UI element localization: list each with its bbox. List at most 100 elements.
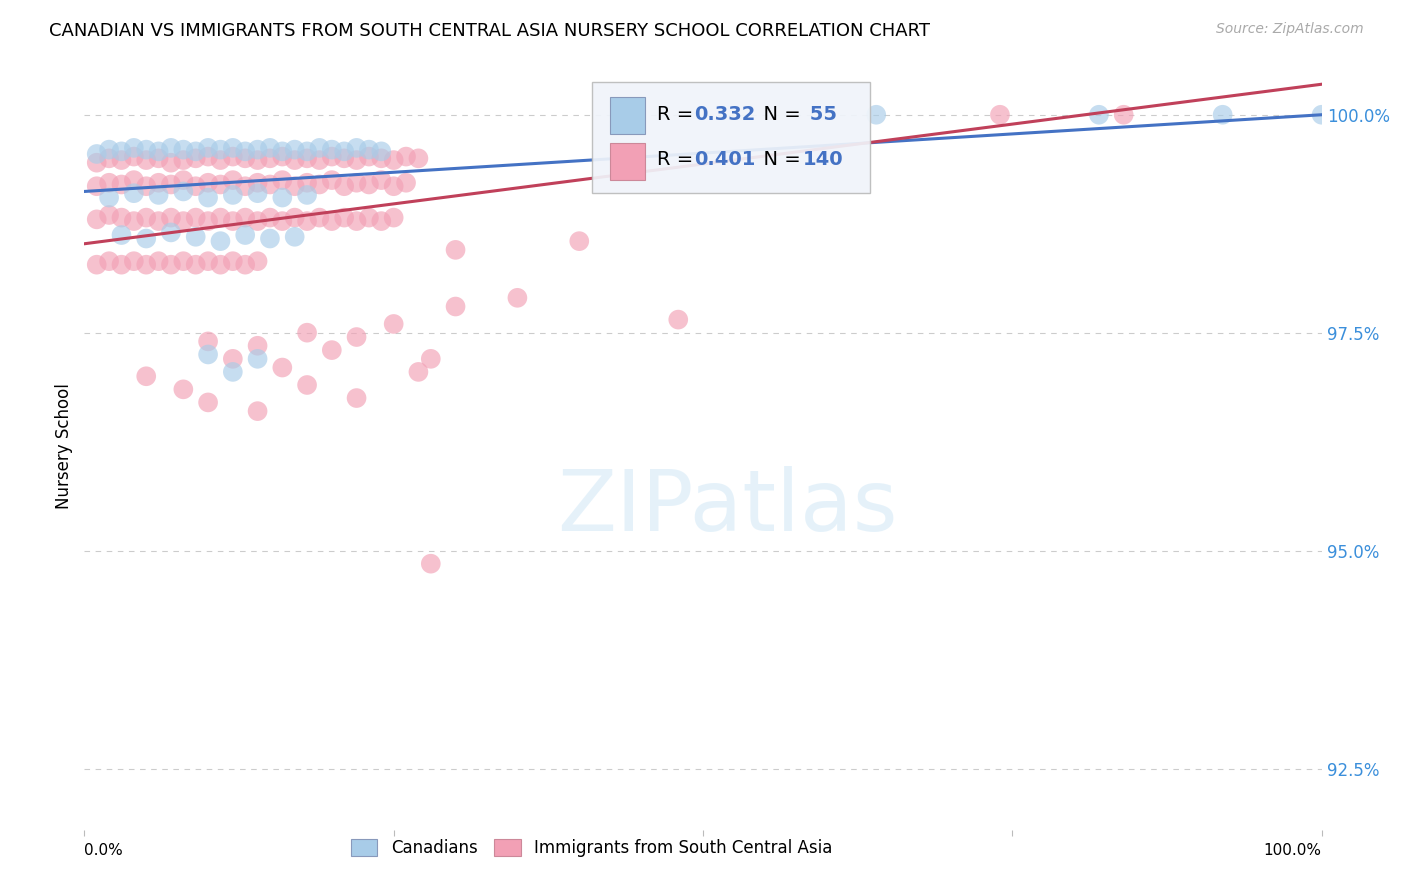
Point xyxy=(308,178,330,192)
Point xyxy=(295,145,318,159)
Point xyxy=(346,153,368,167)
Point xyxy=(246,176,269,190)
Point xyxy=(222,188,245,202)
Point xyxy=(209,143,232,157)
Point xyxy=(197,334,219,349)
Point xyxy=(284,143,307,157)
Point xyxy=(246,186,269,201)
Point xyxy=(184,229,207,244)
Point xyxy=(197,176,219,190)
Point xyxy=(148,145,170,159)
Point xyxy=(172,254,194,268)
Point xyxy=(197,214,219,228)
Point xyxy=(321,214,343,228)
Point xyxy=(346,214,368,228)
Point xyxy=(1088,108,1111,122)
Point xyxy=(382,211,405,225)
Text: R =: R = xyxy=(657,105,700,124)
Point xyxy=(222,150,245,164)
Point xyxy=(246,404,269,418)
Point xyxy=(148,151,170,165)
Point xyxy=(209,211,232,225)
Point xyxy=(160,155,183,169)
Text: 55: 55 xyxy=(803,105,837,124)
Point xyxy=(110,258,132,272)
Point xyxy=(357,211,380,225)
Point xyxy=(98,254,121,268)
Point xyxy=(222,214,245,228)
Point xyxy=(865,108,887,122)
Text: R =: R = xyxy=(657,151,700,169)
FancyBboxPatch shape xyxy=(592,81,870,193)
Point xyxy=(86,258,108,272)
Point xyxy=(135,231,157,245)
Point xyxy=(370,173,392,187)
Point xyxy=(98,190,121,204)
Point xyxy=(246,339,269,353)
Point xyxy=(271,150,294,164)
Point xyxy=(98,176,121,190)
Point xyxy=(184,145,207,159)
Point xyxy=(357,143,380,157)
Point xyxy=(246,351,269,366)
Point xyxy=(271,360,294,375)
Point xyxy=(568,234,591,248)
Point xyxy=(160,178,183,192)
Point xyxy=(160,226,183,240)
Point xyxy=(197,395,219,409)
Point xyxy=(346,176,368,190)
Bar xyxy=(610,143,645,180)
Point xyxy=(86,212,108,227)
Point xyxy=(271,145,294,159)
Legend: Canadians, Immigrants from South Central Asia: Canadians, Immigrants from South Central… xyxy=(344,832,839,863)
Point xyxy=(284,229,307,244)
Point xyxy=(122,186,145,201)
Point xyxy=(321,343,343,357)
Point xyxy=(135,258,157,272)
Point xyxy=(122,141,145,155)
Point xyxy=(98,208,121,222)
Point xyxy=(333,145,356,159)
Point xyxy=(444,300,467,314)
Point xyxy=(271,173,294,187)
Point xyxy=(419,351,441,366)
Point xyxy=(295,151,318,165)
Point xyxy=(184,211,207,225)
Point xyxy=(295,378,318,392)
Point xyxy=(197,150,219,164)
Point xyxy=(172,173,194,187)
Point xyxy=(271,190,294,204)
Point xyxy=(259,151,281,165)
Point xyxy=(222,365,245,379)
Point xyxy=(259,211,281,225)
Point xyxy=(122,173,145,187)
Point xyxy=(333,179,356,194)
Point xyxy=(110,178,132,192)
Point xyxy=(444,243,467,257)
Point xyxy=(184,179,207,194)
Point xyxy=(308,141,330,155)
Point xyxy=(284,153,307,167)
Point xyxy=(346,391,368,405)
Point xyxy=(209,234,232,248)
Point xyxy=(209,178,232,192)
Point xyxy=(370,145,392,159)
Point xyxy=(408,151,430,165)
Point xyxy=(160,141,183,155)
Point xyxy=(222,351,245,366)
Point xyxy=(160,258,183,272)
Point xyxy=(321,143,343,157)
Point xyxy=(160,211,183,225)
Point xyxy=(395,150,418,164)
Point xyxy=(135,153,157,167)
Point xyxy=(222,141,245,155)
Point xyxy=(135,211,157,225)
Point xyxy=(122,150,145,164)
Point xyxy=(357,150,380,164)
Point xyxy=(382,179,405,194)
Point xyxy=(197,254,219,268)
Point xyxy=(172,185,194,199)
Point xyxy=(284,211,307,225)
Text: 0.0%: 0.0% xyxy=(84,843,124,858)
Point xyxy=(148,254,170,268)
